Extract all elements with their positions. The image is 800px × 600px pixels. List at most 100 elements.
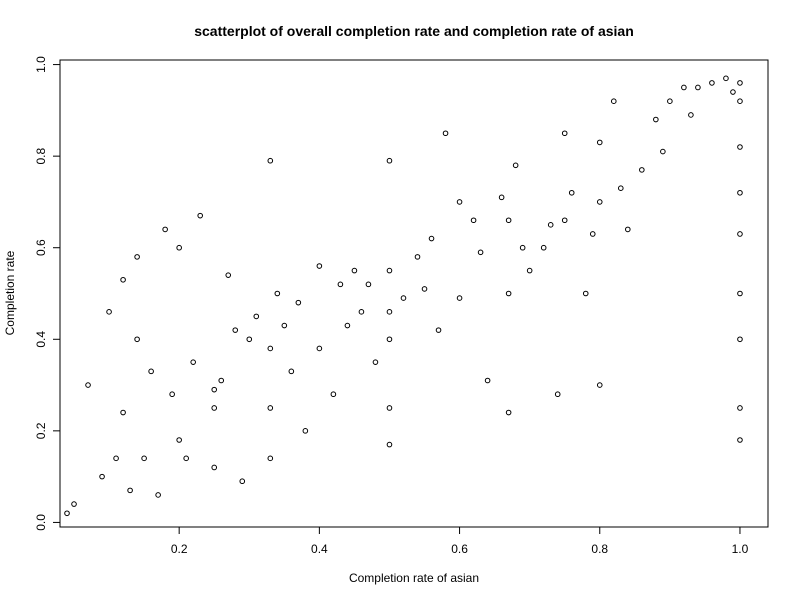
data-point: [169, 391, 175, 398]
data-point: [660, 148, 666, 155]
data-point: [330, 391, 337, 398]
data-point: [64, 510, 70, 517]
data-point: [316, 263, 323, 269]
data-point: [442, 130, 449, 137]
x-tick-label: 0.8: [591, 542, 608, 556]
y-axis-title: Completion rate: [3, 250, 17, 335]
data-point: [162, 226, 168, 233]
data-point: [737, 336, 743, 343]
data-point: [246, 336, 253, 343]
data-point: [85, 382, 91, 388]
data-point: [302, 428, 309, 434]
data-point: [400, 295, 407, 301]
data-point: [176, 244, 182, 251]
data-point: [596, 139, 603, 146]
data-point: [456, 199, 463, 205]
data-point: [470, 217, 477, 224]
data-point: [267, 455, 274, 462]
data-point: [484, 377, 491, 384]
data-point: [197, 212, 203, 219]
data-point: [737, 80, 743, 86]
data-point: [505, 409, 512, 416]
y-tick-label: 0.6: [34, 239, 48, 256]
data-point: [435, 327, 442, 333]
x-tick-label: 1.0: [732, 542, 749, 556]
data-point: [695, 84, 701, 91]
data-point: [386, 405, 393, 411]
data-point: [568, 189, 575, 196]
data-point: [386, 267, 393, 274]
data-point: [281, 322, 288, 329]
data-point: [723, 75, 729, 82]
data-point: [120, 409, 126, 416]
x-tick-label: 0.4: [311, 542, 328, 556]
x-axis: 0.2 0.4 0.6 0.8 1.0: [171, 526, 749, 556]
y-tick-label: 0.0: [34, 514, 48, 531]
scatter-points: [64, 75, 743, 517]
data-point: [120, 276, 126, 283]
data-point: [211, 464, 218, 471]
data-point: [225, 272, 232, 278]
data-point: [737, 189, 743, 196]
data-point: [505, 290, 512, 297]
data-point: [737, 144, 743, 150]
chart-title: scatterplot of overall completion rate a…: [194, 23, 634, 39]
data-point: [737, 231, 743, 237]
data-point: [113, 455, 119, 462]
data-point: [351, 267, 358, 274]
data-point: [589, 231, 596, 237]
data-point: [372, 359, 379, 365]
data-point: [737, 405, 743, 411]
data-point: [681, 84, 687, 91]
data-point: [176, 437, 182, 443]
data-point: [344, 322, 351, 329]
y-axis: 0.0 0.2 0.4 0.6 0.8 1.0: [34, 56, 61, 531]
data-point: [625, 226, 631, 233]
data-point: [526, 267, 533, 274]
x-tick-label: 0.6: [451, 542, 468, 556]
data-point: [498, 194, 505, 201]
data-point: [709, 80, 715, 86]
data-point: [190, 359, 196, 365]
data-point: [134, 336, 140, 343]
plot-frame: [59, 59, 769, 528]
data-point: [596, 199, 603, 205]
data-point: [239, 478, 246, 485]
data-point: [414, 254, 421, 260]
data-point: [582, 290, 589, 297]
y-tick-label: 1.0: [34, 56, 48, 73]
data-point: [365, 281, 372, 288]
data-point: [267, 157, 274, 164]
data-point: [421, 286, 428, 292]
data-point: [617, 185, 624, 191]
data-point: [267, 405, 274, 411]
data-point: [653, 116, 659, 123]
y-tick-label: 0.8: [34, 147, 48, 164]
data-point: [561, 130, 568, 137]
data-point: [295, 299, 302, 306]
data-point: [477, 249, 484, 256]
x-axis-title: Completion rate of asian: [349, 571, 479, 585]
data-point: [232, 327, 239, 333]
data-point: [386, 441, 393, 448]
data-point: [547, 222, 554, 228]
data-point: [386, 157, 393, 164]
data-point: [428, 235, 435, 242]
data-point: [183, 455, 189, 462]
data-point: [106, 309, 112, 315]
data-point: [337, 281, 344, 288]
data-point: [554, 391, 561, 398]
data-point: [386, 309, 393, 315]
data-point: [253, 313, 260, 320]
data-point: [456, 295, 463, 301]
data-point: [141, 455, 147, 462]
data-point: [386, 336, 393, 343]
data-point: [358, 309, 365, 315]
data-point: [148, 368, 154, 375]
data-point: [737, 437, 743, 443]
data-point: [71, 501, 77, 507]
data-point: [667, 98, 673, 105]
data-point: [512, 162, 519, 169]
data-point: [596, 382, 603, 388]
data-point: [288, 368, 295, 375]
